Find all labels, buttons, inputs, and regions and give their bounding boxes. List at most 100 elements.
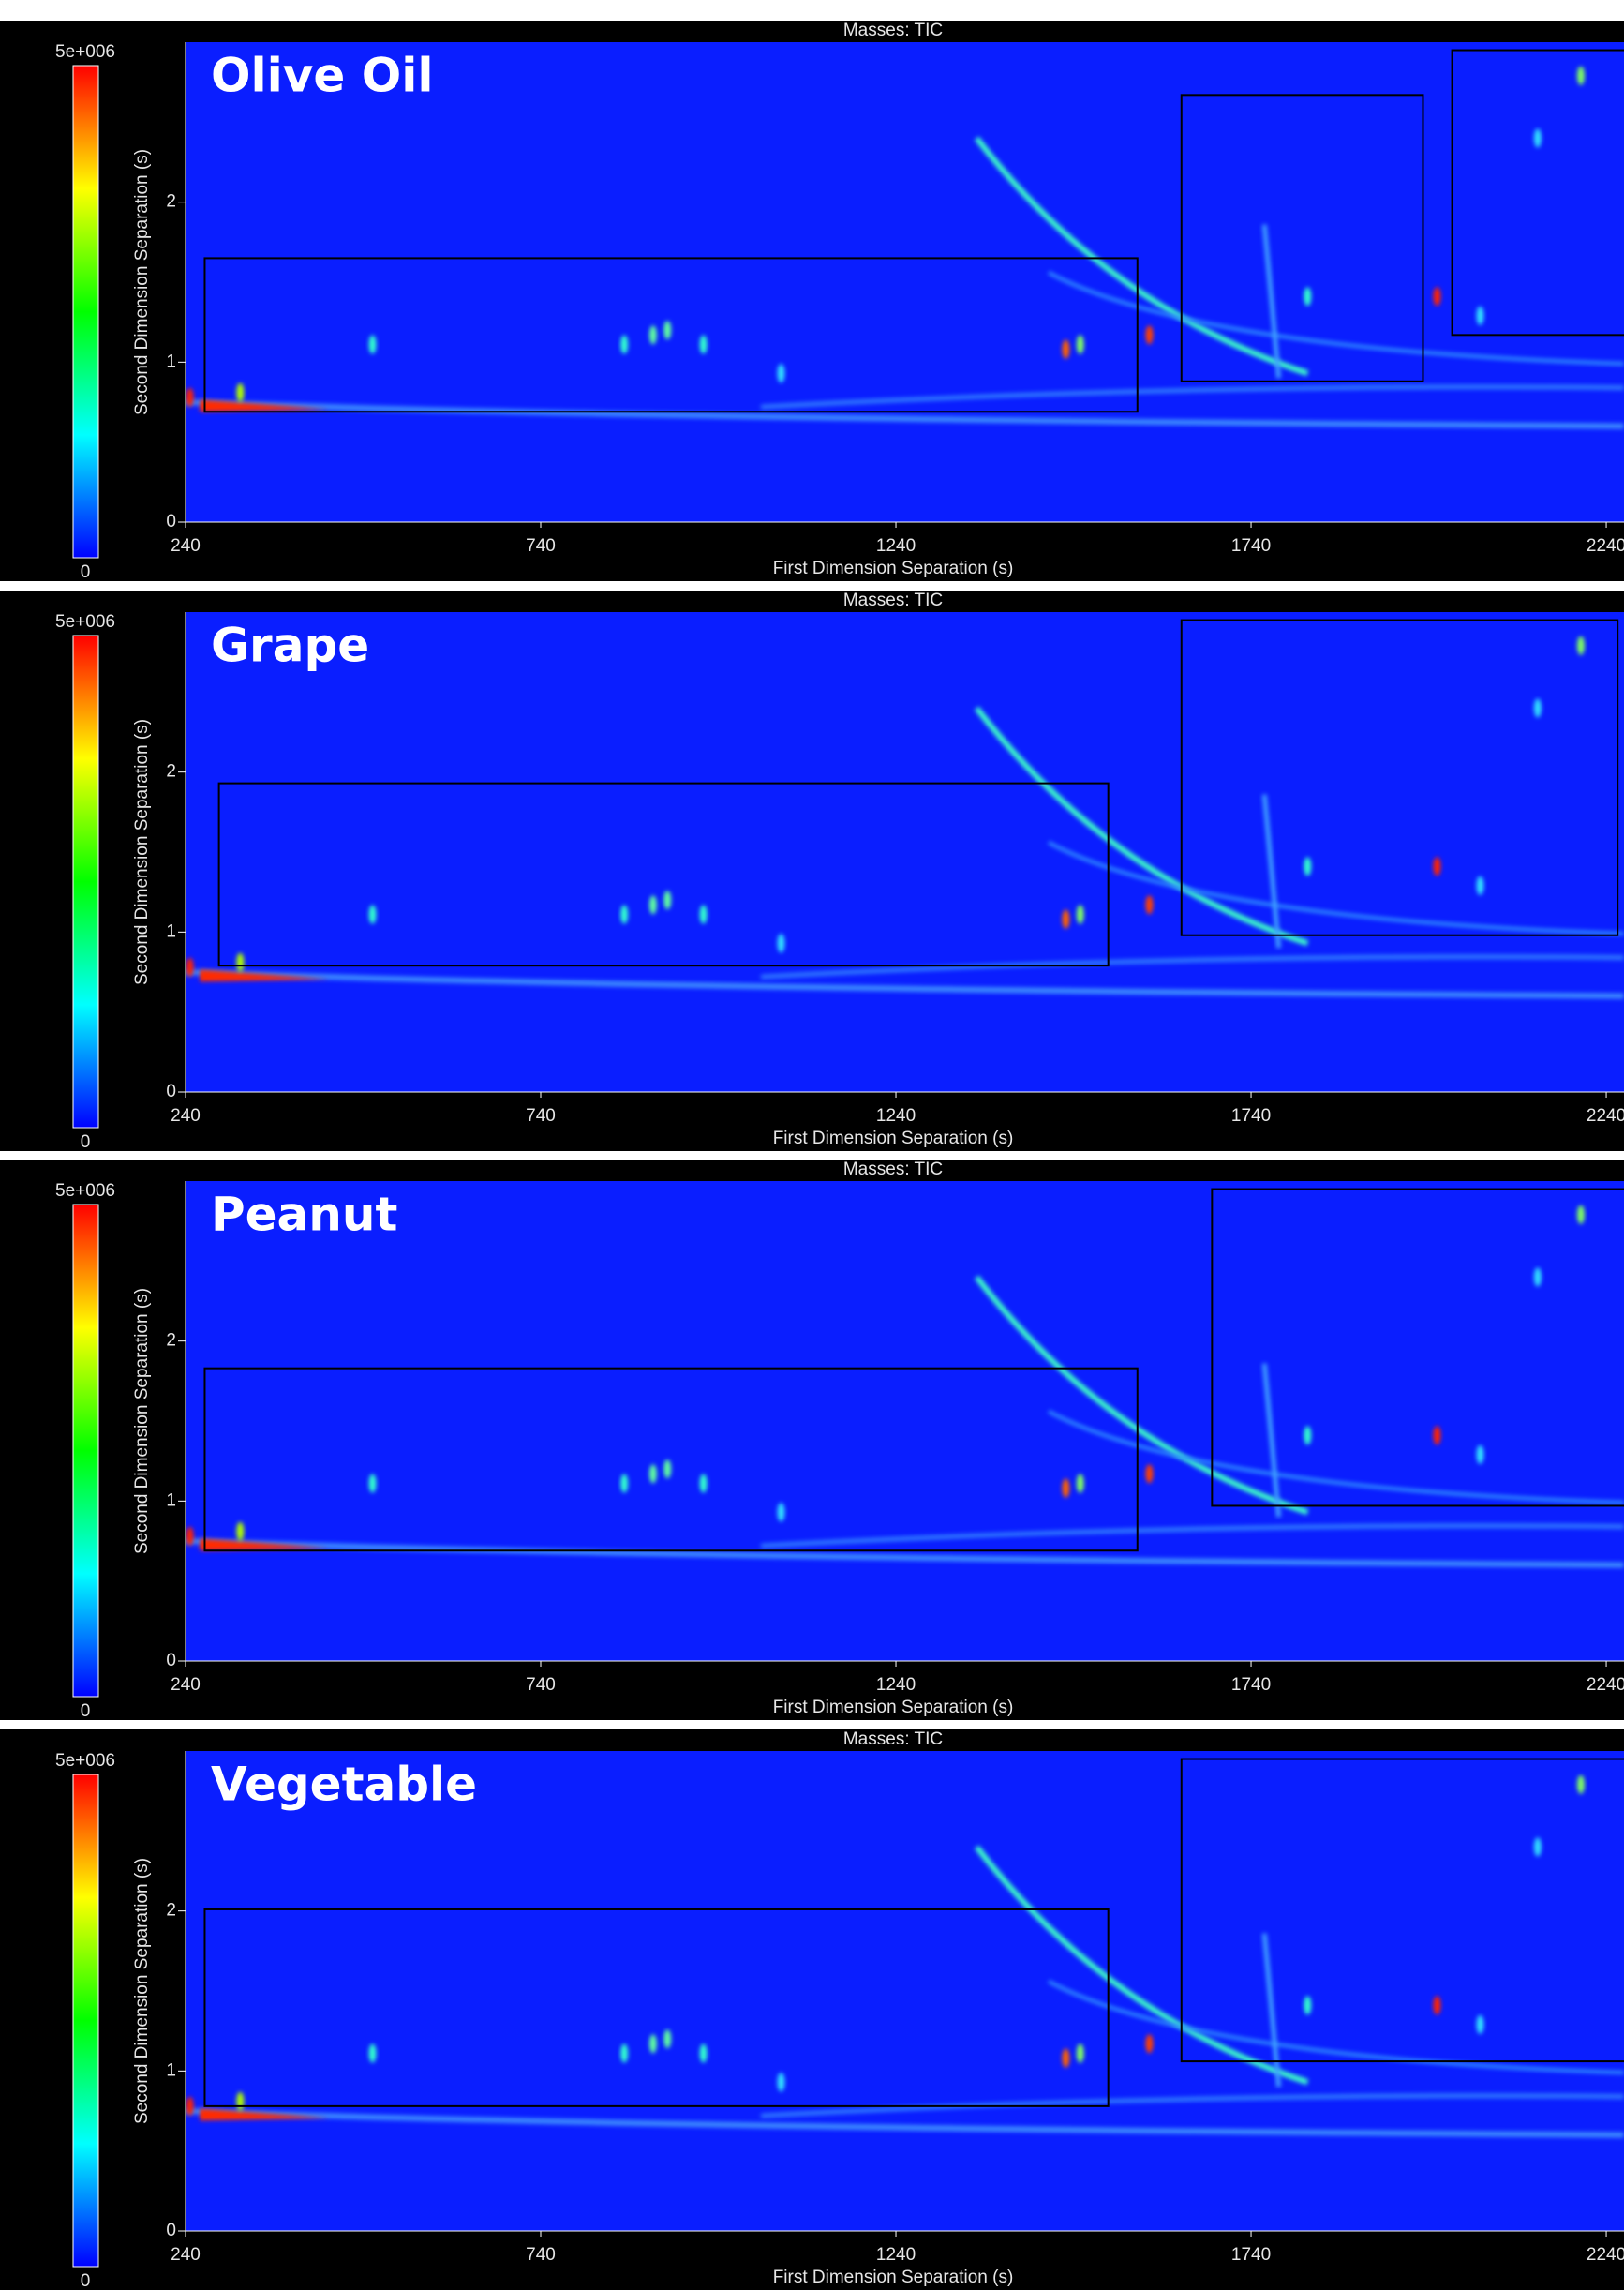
- feature-peak: [1476, 2014, 1484, 2034]
- feature-peak: [663, 890, 672, 909]
- colorbar: [72, 1774, 99, 2268]
- feature-peak: [777, 933, 785, 952]
- colorbar-tick-label: 5e+006: [55, 42, 115, 62]
- region-box: [1180, 619, 1619, 936]
- feature-peak: [368, 335, 377, 354]
- y-tick-label: 2: [166, 1900, 176, 1920]
- x-tick-label: 240: [171, 1675, 201, 1695]
- heatmap-features: [186, 619, 1624, 1044]
- feature-streak: [1261, 793, 1282, 949]
- colorbar-tick-label: 5e+006: [55, 1181, 115, 1201]
- y-axis-label: Second Dimension Separation (s): [132, 719, 152, 985]
- chart-title: Masses: TIC: [843, 1160, 943, 1179]
- feature-peak: [699, 905, 708, 924]
- feature-peak: [1533, 1837, 1542, 1857]
- y-tick-label: 2: [166, 761, 176, 781]
- y-tick-label: 1: [166, 921, 176, 941]
- feature-peak: [186, 2096, 194, 2116]
- x-tick-label: 1240: [876, 1675, 916, 1695]
- plot-area: [186, 1181, 1624, 1662]
- feature-peak: [1145, 894, 1154, 914]
- x-tick-label: 240: [171, 536, 201, 556]
- panel-label: Vegetable: [211, 1757, 477, 1811]
- panel-label: Peanut: [211, 1188, 397, 1242]
- feature-peak: [1062, 339, 1070, 359]
- feature-peak: [648, 1464, 657, 1484]
- x-tick-label: 240: [171, 1106, 201, 1126]
- x-tick-label: 1240: [876, 1106, 916, 1126]
- feature-peak: [777, 2073, 785, 2092]
- feature-peak: [368, 1474, 377, 1493]
- feature-streak: [200, 2108, 330, 2121]
- feature-peak: [1576, 636, 1585, 655]
- feature-peak: [663, 1459, 672, 1479]
- colorbar-tick-label: 5e+006: [55, 612, 115, 632]
- chart-title: Masses: TIC: [843, 1729, 943, 1749]
- region-box: [203, 1367, 1139, 1552]
- y-tick-label: 0: [166, 1082, 176, 1101]
- feature-peak: [1076, 2043, 1084, 2063]
- heatmap-features: [186, 1188, 1624, 1613]
- feature-streak: [200, 399, 330, 412]
- feature-peak: [648, 894, 657, 914]
- feature-peak: [663, 321, 672, 340]
- y-tick-label: 0: [166, 1651, 176, 1670]
- feature-streak: [760, 953, 1624, 980]
- feature-peak: [1145, 2034, 1154, 2054]
- colorbar: [72, 65, 99, 559]
- region-box: [1451, 49, 1624, 337]
- feature-peak: [186, 957, 194, 977]
- feature-peak: [1476, 1445, 1484, 1465]
- feature-peak: [1576, 66, 1585, 85]
- feature-peak: [236, 1521, 245, 1541]
- feature-streak: [760, 384, 1624, 410]
- feature-peak: [699, 335, 708, 354]
- feature-streak: [974, 136, 1309, 377]
- feature-peak: [1576, 1774, 1585, 1794]
- feature-streak: [1261, 1363, 1282, 1518]
- x-tick-label: 2240: [1587, 2245, 1624, 2265]
- feature-peak: [1145, 325, 1154, 345]
- y-tick-label: 2: [166, 192, 176, 212]
- y-axis-label: Second Dimension Separation (s): [132, 149, 152, 415]
- x-axis-label: First Dimension Separation (s): [773, 1698, 1014, 1717]
- x-tick-label: 1740: [1231, 2245, 1271, 2265]
- feature-peak: [620, 905, 629, 924]
- x-axis-label: First Dimension Separation (s): [773, 559, 1014, 578]
- colorbar-tick-label: 0: [81, 1132, 91, 1151]
- feature-peak: [1533, 1267, 1542, 1287]
- feature-peak: [1533, 697, 1542, 717]
- feature-streak: [186, 968, 1624, 999]
- x-tick-label: 2240: [1587, 536, 1624, 556]
- panel-label: Olive Oil: [211, 49, 433, 103]
- feature-peak: [1076, 335, 1084, 354]
- colorbar-tick-label: 0: [81, 562, 91, 581]
- region-box: [203, 257, 1139, 413]
- feature-streak: [200, 969, 330, 981]
- feature-peak: [1145, 1464, 1154, 1484]
- feature-peak: [620, 2043, 629, 2063]
- colorbar-tick-label: 5e+006: [55, 1751, 115, 1771]
- feature-streak: [1048, 270, 1624, 367]
- x-tick-label: 1240: [876, 2245, 916, 2265]
- feature-peak: [1304, 1996, 1312, 2015]
- x-tick-label: 1740: [1231, 1675, 1271, 1695]
- feature-peak: [236, 2091, 245, 2111]
- feature-peak: [1576, 1205, 1585, 1225]
- feature-streak: [760, 2093, 1624, 2118]
- feature-streak: [1048, 840, 1624, 935]
- y-tick-label: 0: [166, 512, 176, 531]
- feature-peak: [663, 2028, 672, 2048]
- region-box: [217, 782, 1110, 966]
- x-tick-label: 1740: [1231, 1106, 1271, 1126]
- feature-peak: [368, 2043, 377, 2063]
- feature-peak: [1476, 306, 1484, 325]
- heatmap-features: [186, 1758, 1624, 2183]
- feature-peak: [1476, 876, 1484, 895]
- feature-peak: [1062, 2048, 1070, 2068]
- feature-streak: [1261, 224, 1282, 379]
- feature-peak: [186, 1527, 194, 1547]
